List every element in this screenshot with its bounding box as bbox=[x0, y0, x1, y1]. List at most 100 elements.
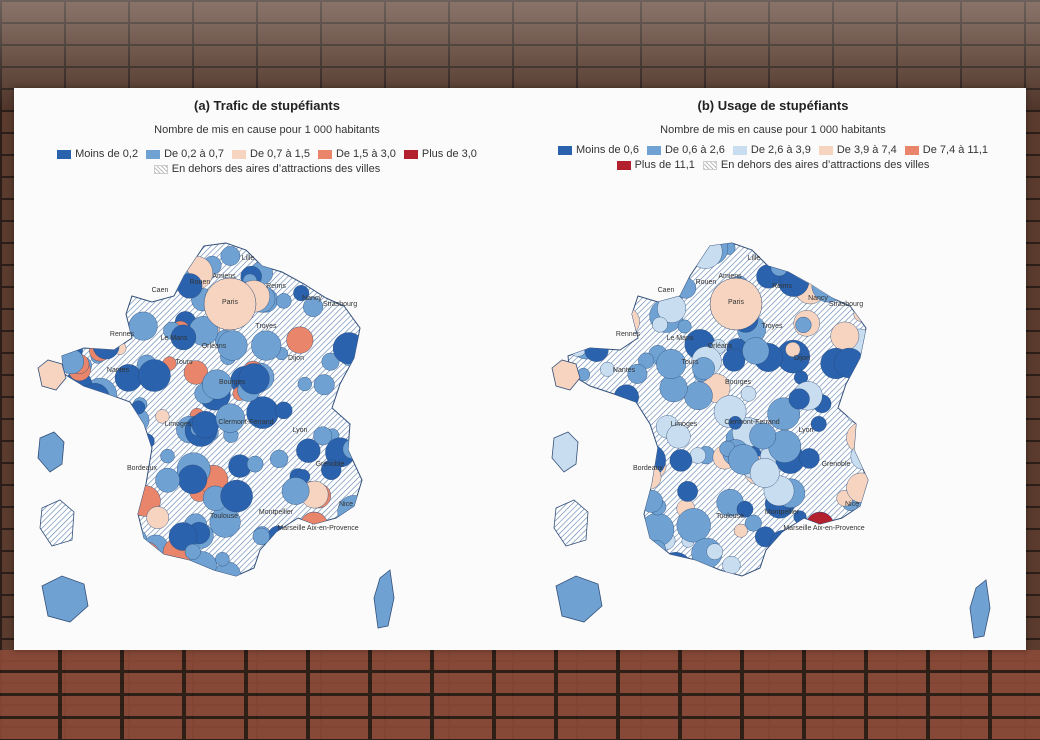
urban-area bbox=[84, 511, 115, 542]
legend-item: De 1,5 à 3,0 bbox=[317, 148, 396, 160]
urban-area bbox=[103, 562, 127, 576]
legend-label: De 2,6 à 3,9 bbox=[750, 144, 811, 156]
urban-area bbox=[659, 552, 693, 576]
urban-area bbox=[688, 243, 723, 269]
city-label: Limoges bbox=[165, 421, 192, 428]
city-label: Nice bbox=[339, 501, 353, 508]
urban-area bbox=[303, 296, 324, 317]
urban-area bbox=[568, 290, 596, 323]
legend-label: Moins de 0,2 bbox=[75, 148, 139, 160]
city-label: Strasbourg bbox=[323, 301, 357, 308]
urban-area bbox=[345, 411, 359, 425]
urban-area bbox=[183, 360, 208, 385]
urban-area bbox=[740, 385, 757, 402]
city-label: Toulouse bbox=[716, 513, 744, 520]
urban-area bbox=[345, 534, 362, 552]
urban-area bbox=[107, 253, 122, 268]
poster: (a) Trafic de stupéfiants Nombre de mis … bbox=[14, 88, 1026, 650]
urban-area bbox=[319, 550, 341, 572]
urban-area bbox=[215, 403, 245, 433]
city-label: Paris bbox=[222, 299, 238, 306]
urban-area bbox=[675, 277, 697, 299]
urban-area bbox=[119, 421, 145, 448]
urban-area bbox=[184, 543, 201, 560]
legend-swatch bbox=[232, 149, 246, 159]
urban-area bbox=[619, 245, 640, 267]
legend-swatch bbox=[702, 160, 717, 170]
urban-area bbox=[62, 284, 86, 313]
urban-area bbox=[305, 552, 327, 574]
urban-area bbox=[137, 557, 151, 570]
urban-area bbox=[795, 316, 812, 334]
urban-area bbox=[77, 294, 93, 309]
urban-area bbox=[645, 547, 670, 572]
urban-area bbox=[815, 243, 840, 261]
urban-area bbox=[313, 426, 333, 446]
panel-title: (b) Usage de stupéfiants bbox=[697, 98, 849, 113]
urban-area bbox=[677, 319, 692, 334]
urban-area bbox=[86, 472, 118, 504]
urban-area bbox=[79, 531, 95, 546]
urban-area bbox=[155, 409, 170, 424]
urban-area bbox=[80, 287, 97, 304]
urban-area bbox=[110, 456, 128, 474]
urban-area bbox=[773, 251, 789, 267]
urban-area bbox=[834, 564, 850, 576]
city-label: Reims bbox=[772, 283, 792, 290]
city-label: Caen bbox=[658, 287, 675, 294]
legend-item: De 3,9 à 7,4 bbox=[818, 144, 897, 156]
urban-area bbox=[69, 320, 93, 345]
urban-area bbox=[267, 245, 284, 261]
urban-area bbox=[853, 306, 868, 322]
urban-area bbox=[706, 543, 723, 560]
urban-area bbox=[576, 431, 606, 462]
urban-area bbox=[742, 337, 770, 365]
urban-area bbox=[89, 243, 119, 267]
urban-area bbox=[568, 390, 585, 407]
legend-swatch bbox=[403, 149, 418, 159]
urban-area bbox=[170, 324, 197, 351]
urban-area bbox=[722, 348, 746, 372]
corsica bbox=[969, 579, 991, 639]
urban-area bbox=[605, 314, 623, 333]
wall-bottom-bricks bbox=[0, 650, 1040, 740]
city-label: Limoges bbox=[671, 421, 698, 428]
city-label: Le Mans bbox=[161, 335, 188, 342]
legend-swatch bbox=[616, 160, 631, 170]
urban-area bbox=[686, 244, 700, 258]
city-label: Tours bbox=[681, 359, 699, 366]
urban-area bbox=[332, 332, 362, 365]
overseas-territory bbox=[41, 575, 89, 623]
urban-area bbox=[77, 303, 108, 334]
legend-item: De 0,2 à 0,7 bbox=[146, 148, 224, 160]
legend-label: De 1,5 à 3,0 bbox=[335, 148, 396, 160]
urban-area bbox=[80, 383, 110, 413]
city-label: Amiens bbox=[718, 273, 742, 280]
urban-area bbox=[684, 381, 713, 410]
urban-area bbox=[98, 243, 130, 265]
overseas-territory bbox=[551, 431, 579, 473]
city-label: Amiens bbox=[212, 273, 236, 280]
legend-item: De 0,6 à 2,6 bbox=[646, 144, 725, 156]
legend-swatch bbox=[904, 145, 919, 155]
city-label: Grenoble bbox=[316, 461, 345, 468]
panel-title: (a) Trafic de stupéfiants bbox=[194, 98, 340, 113]
urban-area bbox=[646, 540, 666, 560]
urban-area bbox=[642, 548, 657, 563]
urban-area bbox=[656, 349, 687, 379]
city-label: Lyon bbox=[799, 427, 814, 434]
city-label: Clermont-Ferrand bbox=[218, 419, 273, 426]
urban-area bbox=[276, 293, 292, 309]
urban-area bbox=[568, 292, 586, 312]
legend-label: De 3,9 à 7,4 bbox=[836, 144, 897, 156]
urban-area bbox=[350, 243, 362, 258]
city-label: Grenoble bbox=[822, 461, 851, 468]
urban-area bbox=[275, 401, 293, 420]
urban-area bbox=[146, 506, 169, 529]
urban-area bbox=[728, 444, 759, 475]
urban-area bbox=[666, 424, 691, 449]
city-label: Clermont-Ferrand bbox=[724, 419, 779, 426]
city-label: Montpellier bbox=[765, 509, 800, 516]
urban-area bbox=[217, 330, 248, 361]
urban-area bbox=[846, 472, 868, 503]
